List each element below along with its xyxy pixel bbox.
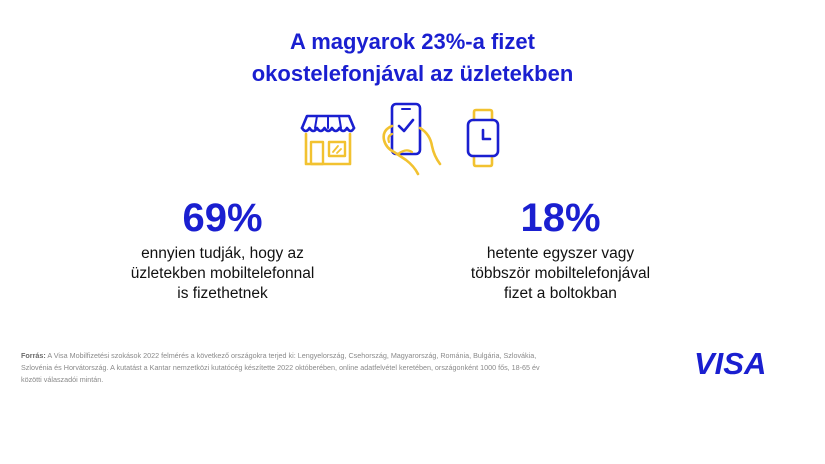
stat-description: hetente egyszer vagy többször mobiltelef… <box>448 244 673 304</box>
stat-line: ennyien tudják, hogy az <box>141 245 304 262</box>
stat-line: üzletekben mobiltelefonnal <box>130 265 315 282</box>
stat-left: 69% ennyien tudják, hogy az üzletekben m… <box>100 196 345 304</box>
stat-description: ennyien tudják, hogy az üzletekben mobil… <box>100 244 345 304</box>
icon-row <box>0 100 825 180</box>
smartwatch-icon <box>466 108 500 168</box>
stat-line: hetente egyszer vagy <box>486 245 635 262</box>
stat-line: fizet a boltokban <box>504 285 617 302</box>
page-title: A magyarok 23%-a fizet okostelefonjával … <box>0 26 825 90</box>
stat-value: 18% <box>520 196 601 240</box>
stat-right: 18% hetente egyszer vagy többször mobilt… <box>448 196 673 304</box>
source-text: A Visa Mobilfizetési szokások 2022 felmé… <box>21 351 540 384</box>
source-label: Forrás: <box>21 351 46 360</box>
visa-logo: VISA <box>694 346 767 381</box>
stat-line: többször mobiltelefonjával <box>470 265 651 282</box>
phone-hand-icon <box>382 102 442 176</box>
stat-value: 69% <box>182 196 263 240</box>
source-note: Forrás: A Visa Mobilfizetési szokások 20… <box>21 350 541 386</box>
title-line-2: okostelefonjával az üzletekben <box>251 61 574 86</box>
title-line-1: A magyarok 23%-a fizet <box>290 29 535 54</box>
stat-line: is fizethetnek <box>177 285 268 302</box>
store-icon <box>300 114 356 166</box>
